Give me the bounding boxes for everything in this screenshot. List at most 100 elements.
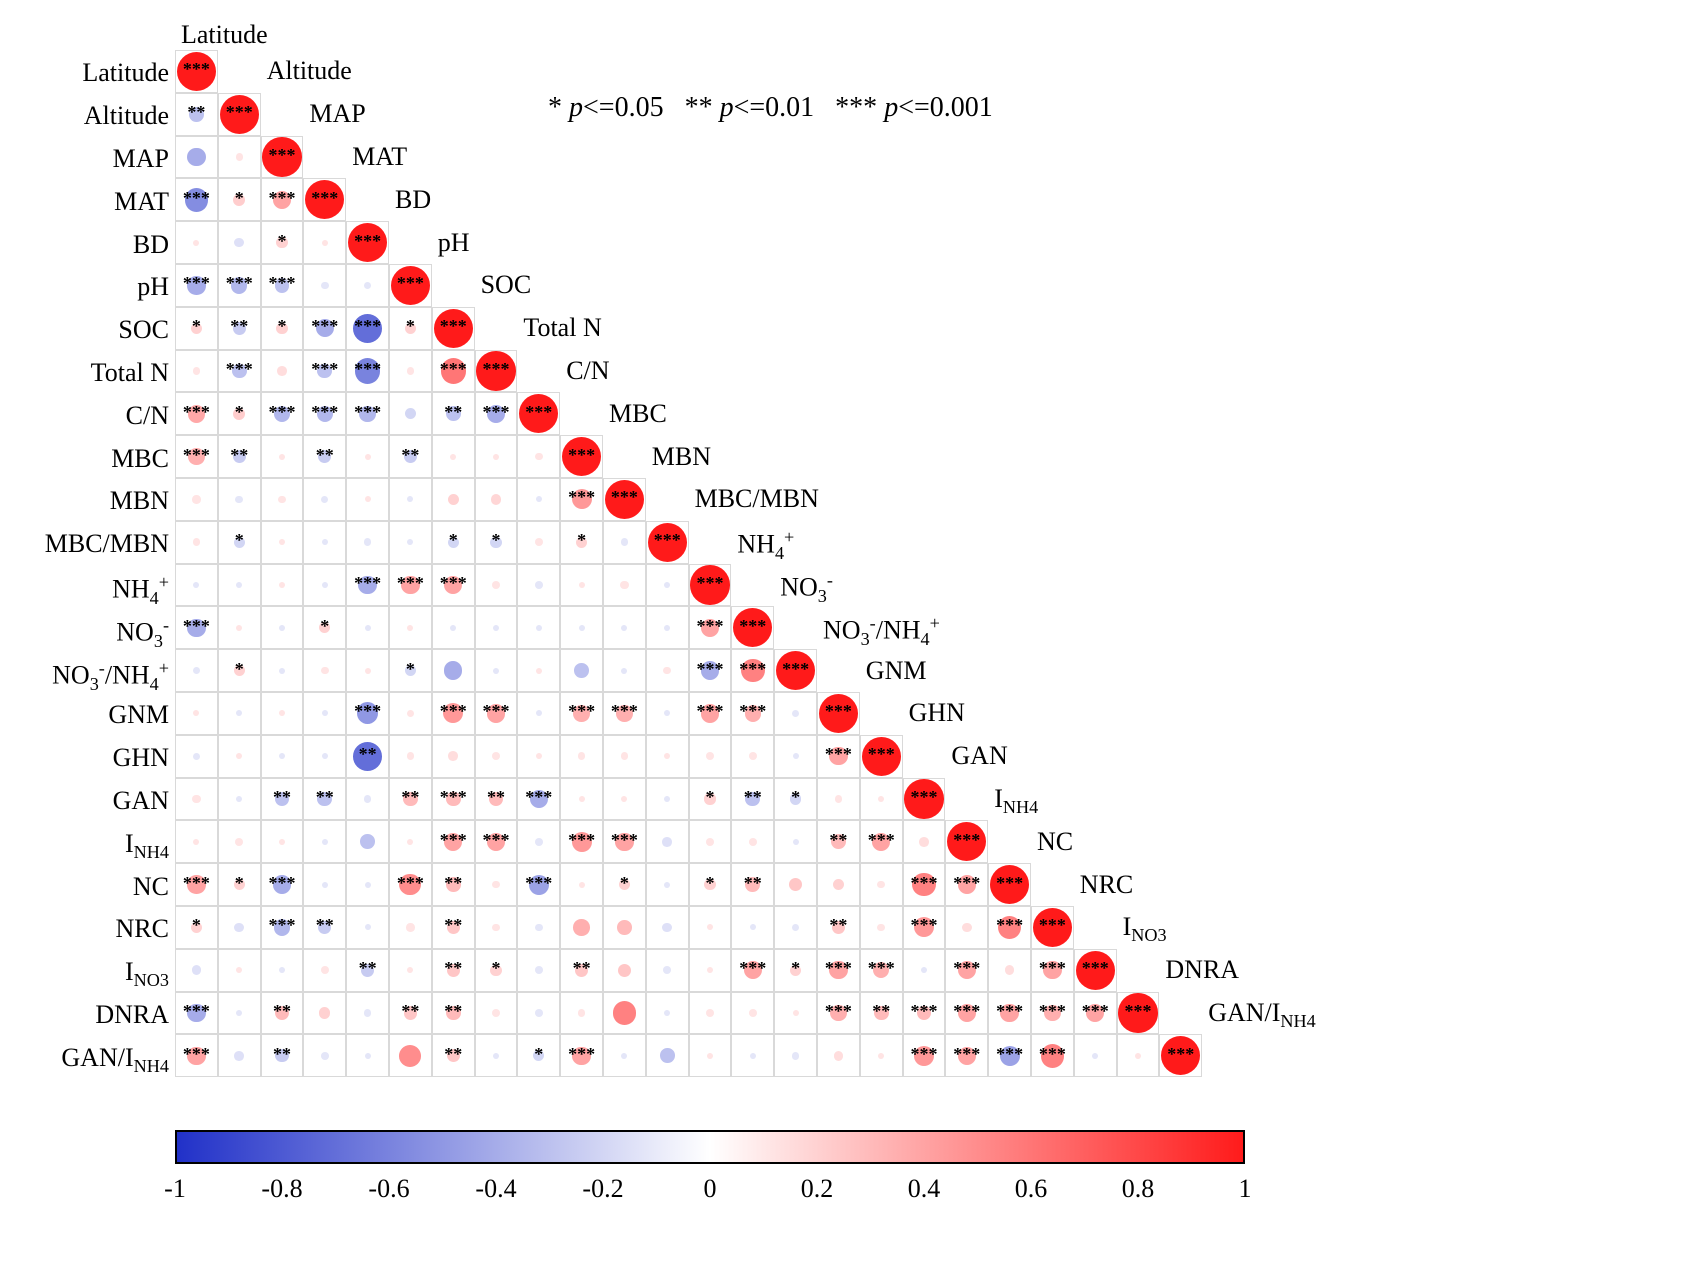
significance-legend: * p<=0.05 ** p<=0.01 *** p<=0.001	[548, 92, 993, 124]
row-label: GAN	[113, 786, 169, 816]
corr-circle	[321, 1052, 329, 1060]
row-label: NRC	[116, 914, 169, 944]
corr-circle	[535, 1009, 543, 1017]
sig-stars: *	[261, 317, 304, 335]
corr-circle	[535, 453, 543, 461]
colorbar-tick-label: 0	[670, 1174, 750, 1204]
corr-circle	[919, 837, 929, 847]
corr-circle	[322, 240, 328, 246]
corr-circle	[491, 494, 502, 505]
colorbar-tick-label: 1	[1205, 1174, 1285, 1204]
diag-label: Total N	[523, 313, 601, 343]
sig-stars: *	[475, 531, 518, 549]
sig-stars: ***	[646, 531, 689, 549]
row-label: NC	[133, 872, 169, 902]
sig-stars: ***	[432, 574, 475, 592]
sig-stars: *	[389, 317, 432, 335]
sig-stars: ***	[988, 916, 1031, 934]
colorbar-frame	[175, 1130, 1245, 1164]
sig-stars: ***	[475, 831, 518, 849]
sig-stars: ***	[175, 403, 218, 421]
sig-stars: ***	[389, 274, 432, 292]
corr-circle	[962, 923, 972, 933]
sig-stars: ***	[346, 232, 389, 250]
sig-stars: *	[218, 660, 261, 678]
sig-stars: ***	[945, 1045, 988, 1063]
corr-circle	[662, 923, 672, 933]
sig-stars: *	[475, 959, 518, 977]
corr-circle	[749, 838, 757, 846]
sig-stars: ***	[261, 403, 304, 421]
sig-stars: **	[261, 1002, 304, 1020]
diag-label: MBC	[609, 399, 667, 429]
corr-circle	[878, 1053, 884, 1059]
sig-stars: ***	[175, 274, 218, 292]
sig-stars: **	[261, 1045, 304, 1063]
diag-label: MAP	[309, 99, 365, 129]
corr-circle	[579, 582, 585, 588]
corr-circle	[322, 839, 328, 845]
sig-stars: ***	[731, 959, 774, 977]
diag-label: MAT	[352, 142, 407, 172]
sig-stars: **	[432, 916, 475, 934]
corr-circle	[235, 838, 243, 846]
corr-circle	[535, 966, 543, 974]
sig-stars: **	[432, 1002, 475, 1020]
diag-label: NO3-/NH4+	[823, 613, 940, 650]
corr-circle	[279, 839, 285, 845]
sig-stars: ***	[1159, 1045, 1202, 1063]
sig-stars: ***	[475, 403, 518, 421]
corr-circle	[279, 582, 285, 588]
diag-label: GAN/INH4	[1208, 998, 1316, 1032]
sig-stars: *	[218, 403, 261, 421]
sig-stars: *	[218, 874, 261, 892]
corr-circle	[365, 1053, 371, 1059]
sig-stars: **	[218, 446, 261, 464]
sig-stars: ***	[303, 360, 346, 378]
row-label: MAT	[114, 187, 169, 217]
sig-stars: ***	[346, 702, 389, 720]
sig-stars: ***	[303, 403, 346, 421]
corr-circle	[407, 367, 415, 375]
diag-label: SOC	[481, 270, 532, 300]
row-label: INO3	[125, 957, 169, 991]
corr-circle	[664, 882, 670, 888]
sig-stars: **	[432, 874, 475, 892]
row-label: pH	[137, 272, 169, 302]
corr-circle	[450, 625, 456, 631]
sig-stars: ***	[903, 1045, 946, 1063]
sig-stars: **	[389, 1002, 432, 1020]
sig-stars: ***	[175, 1002, 218, 1020]
sig-stars: **	[303, 446, 346, 464]
sig-stars: ***	[432, 360, 475, 378]
sig-stars: ***	[945, 1002, 988, 1020]
sig-stars: ***	[1074, 959, 1117, 977]
sig-stars: ***	[261, 146, 304, 164]
sig-stars: **	[218, 317, 261, 335]
corr-circle	[319, 1007, 330, 1018]
corr-circle	[322, 539, 328, 545]
row-label: MAP	[113, 144, 169, 174]
corr-circle	[1092, 1053, 1098, 1059]
sig-stars: ***	[346, 403, 389, 421]
diag-label: Latitude	[181, 20, 268, 50]
corr-circle	[536, 625, 542, 631]
row-label: Altitude	[84, 101, 169, 131]
sig-stars: ***	[817, 959, 860, 977]
corr-circle	[617, 920, 632, 935]
sig-stars: ***	[860, 959, 903, 977]
corr-circle	[322, 582, 328, 588]
row-label: MBN	[110, 486, 169, 516]
sig-stars: ***	[903, 788, 946, 806]
colorbar-tick-label: -0.8	[242, 1174, 322, 1204]
sig-stars: ***	[175, 617, 218, 635]
sig-stars: ***	[817, 1002, 860, 1020]
corr-circle	[493, 668, 499, 674]
corr-circle	[493, 1053, 499, 1059]
sig-stars: ***	[261, 874, 304, 892]
sig-stars: ***	[560, 1045, 603, 1063]
sig-stars: ***	[903, 874, 946, 892]
corr-circle	[793, 839, 799, 845]
sig-stars: ***	[560, 446, 603, 464]
diag-label: MBC/MBN	[695, 484, 819, 514]
